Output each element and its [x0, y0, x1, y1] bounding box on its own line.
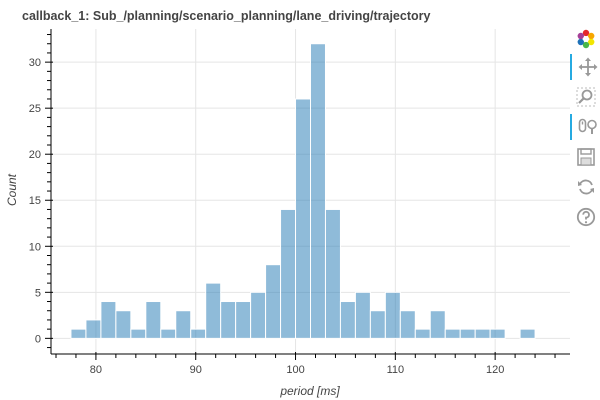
x-axis-title: period [ms] [279, 384, 340, 398]
histogram-bar [414, 328, 431, 339]
histogram-bar [145, 301, 162, 339]
box-zoom-icon [576, 87, 596, 107]
y-tick-label: 30 [29, 57, 41, 69]
x-tick-label: 80 [90, 364, 102, 376]
x-tick-label: 100 [286, 364, 304, 376]
help-tool-button[interactable] [570, 204, 600, 230]
histogram-bar [369, 310, 386, 339]
bokeh-logo[interactable] [570, 26, 600, 52]
histogram-bar [175, 310, 192, 339]
histogram-bar [220, 301, 237, 339]
x-tick-label: 110 [387, 364, 405, 376]
help-icon [576, 207, 596, 227]
pan-tool-button[interactable] [570, 54, 600, 80]
save-tool-button[interactable] [570, 144, 600, 170]
histogram-bar [265, 264, 282, 339]
wheel-zoom-icon [578, 118, 597, 134]
histogram-bar [190, 328, 207, 339]
histogram-bar [100, 301, 117, 339]
histogram-bar [339, 301, 356, 339]
histogram-bar [70, 328, 87, 339]
y-tick-label: 0 [35, 333, 41, 345]
histogram-bar [444, 328, 461, 339]
histogram-bar [205, 282, 222, 339]
bokeh-logo-icon [577, 29, 595, 49]
x-tick-label: 120 [486, 364, 504, 376]
y-tick-label: 10 [29, 241, 41, 253]
histogram-bar [295, 98, 311, 339]
histogram-bar [474, 328, 491, 339]
histogram-bar [250, 291, 267, 339]
y-tick-label: 25 [29, 103, 41, 115]
histogram-bar [160, 328, 177, 339]
histogram-bar [280, 208, 297, 339]
wheel-zoom-tool-button[interactable] [570, 114, 600, 140]
tick-labels: 80 90 100 110 120 0 5 10 15 20 25 30 [29, 57, 505, 376]
y-axis-title: Count [5, 173, 19, 206]
histogram-bar [354, 291, 371, 339]
pan-icon [578, 57, 598, 77]
box-zoom-tool-button[interactable] [570, 84, 600, 110]
histogram-bar [384, 291, 401, 339]
chart-title: callback_1: Sub_/planning/scenario_plann… [22, 9, 431, 23]
histogram-bar [399, 310, 416, 339]
histogram-bar [429, 310, 446, 339]
histogram-bar [130, 328, 147, 339]
reset-tool-button[interactable] [570, 174, 600, 200]
x-tick-label: 90 [190, 364, 202, 376]
histogram-bars [70, 43, 536, 339]
histogram-bar [489, 328, 506, 339]
y-tick-label: 15 [29, 195, 41, 207]
reset-icon [578, 179, 594, 195]
histogram-bar [324, 208, 341, 339]
histogram-bar [235, 301, 252, 339]
histogram-bar [115, 310, 132, 339]
axes [45, 29, 570, 360]
histogram-bar [310, 43, 326, 339]
histogram-bar [519, 328, 536, 339]
histogram-bar [459, 328, 476, 339]
y-tick-label: 20 [29, 149, 41, 161]
histogram-bar [85, 319, 102, 339]
save-icon [577, 148, 595, 166]
y-tick-label: 5 [35, 287, 41, 299]
